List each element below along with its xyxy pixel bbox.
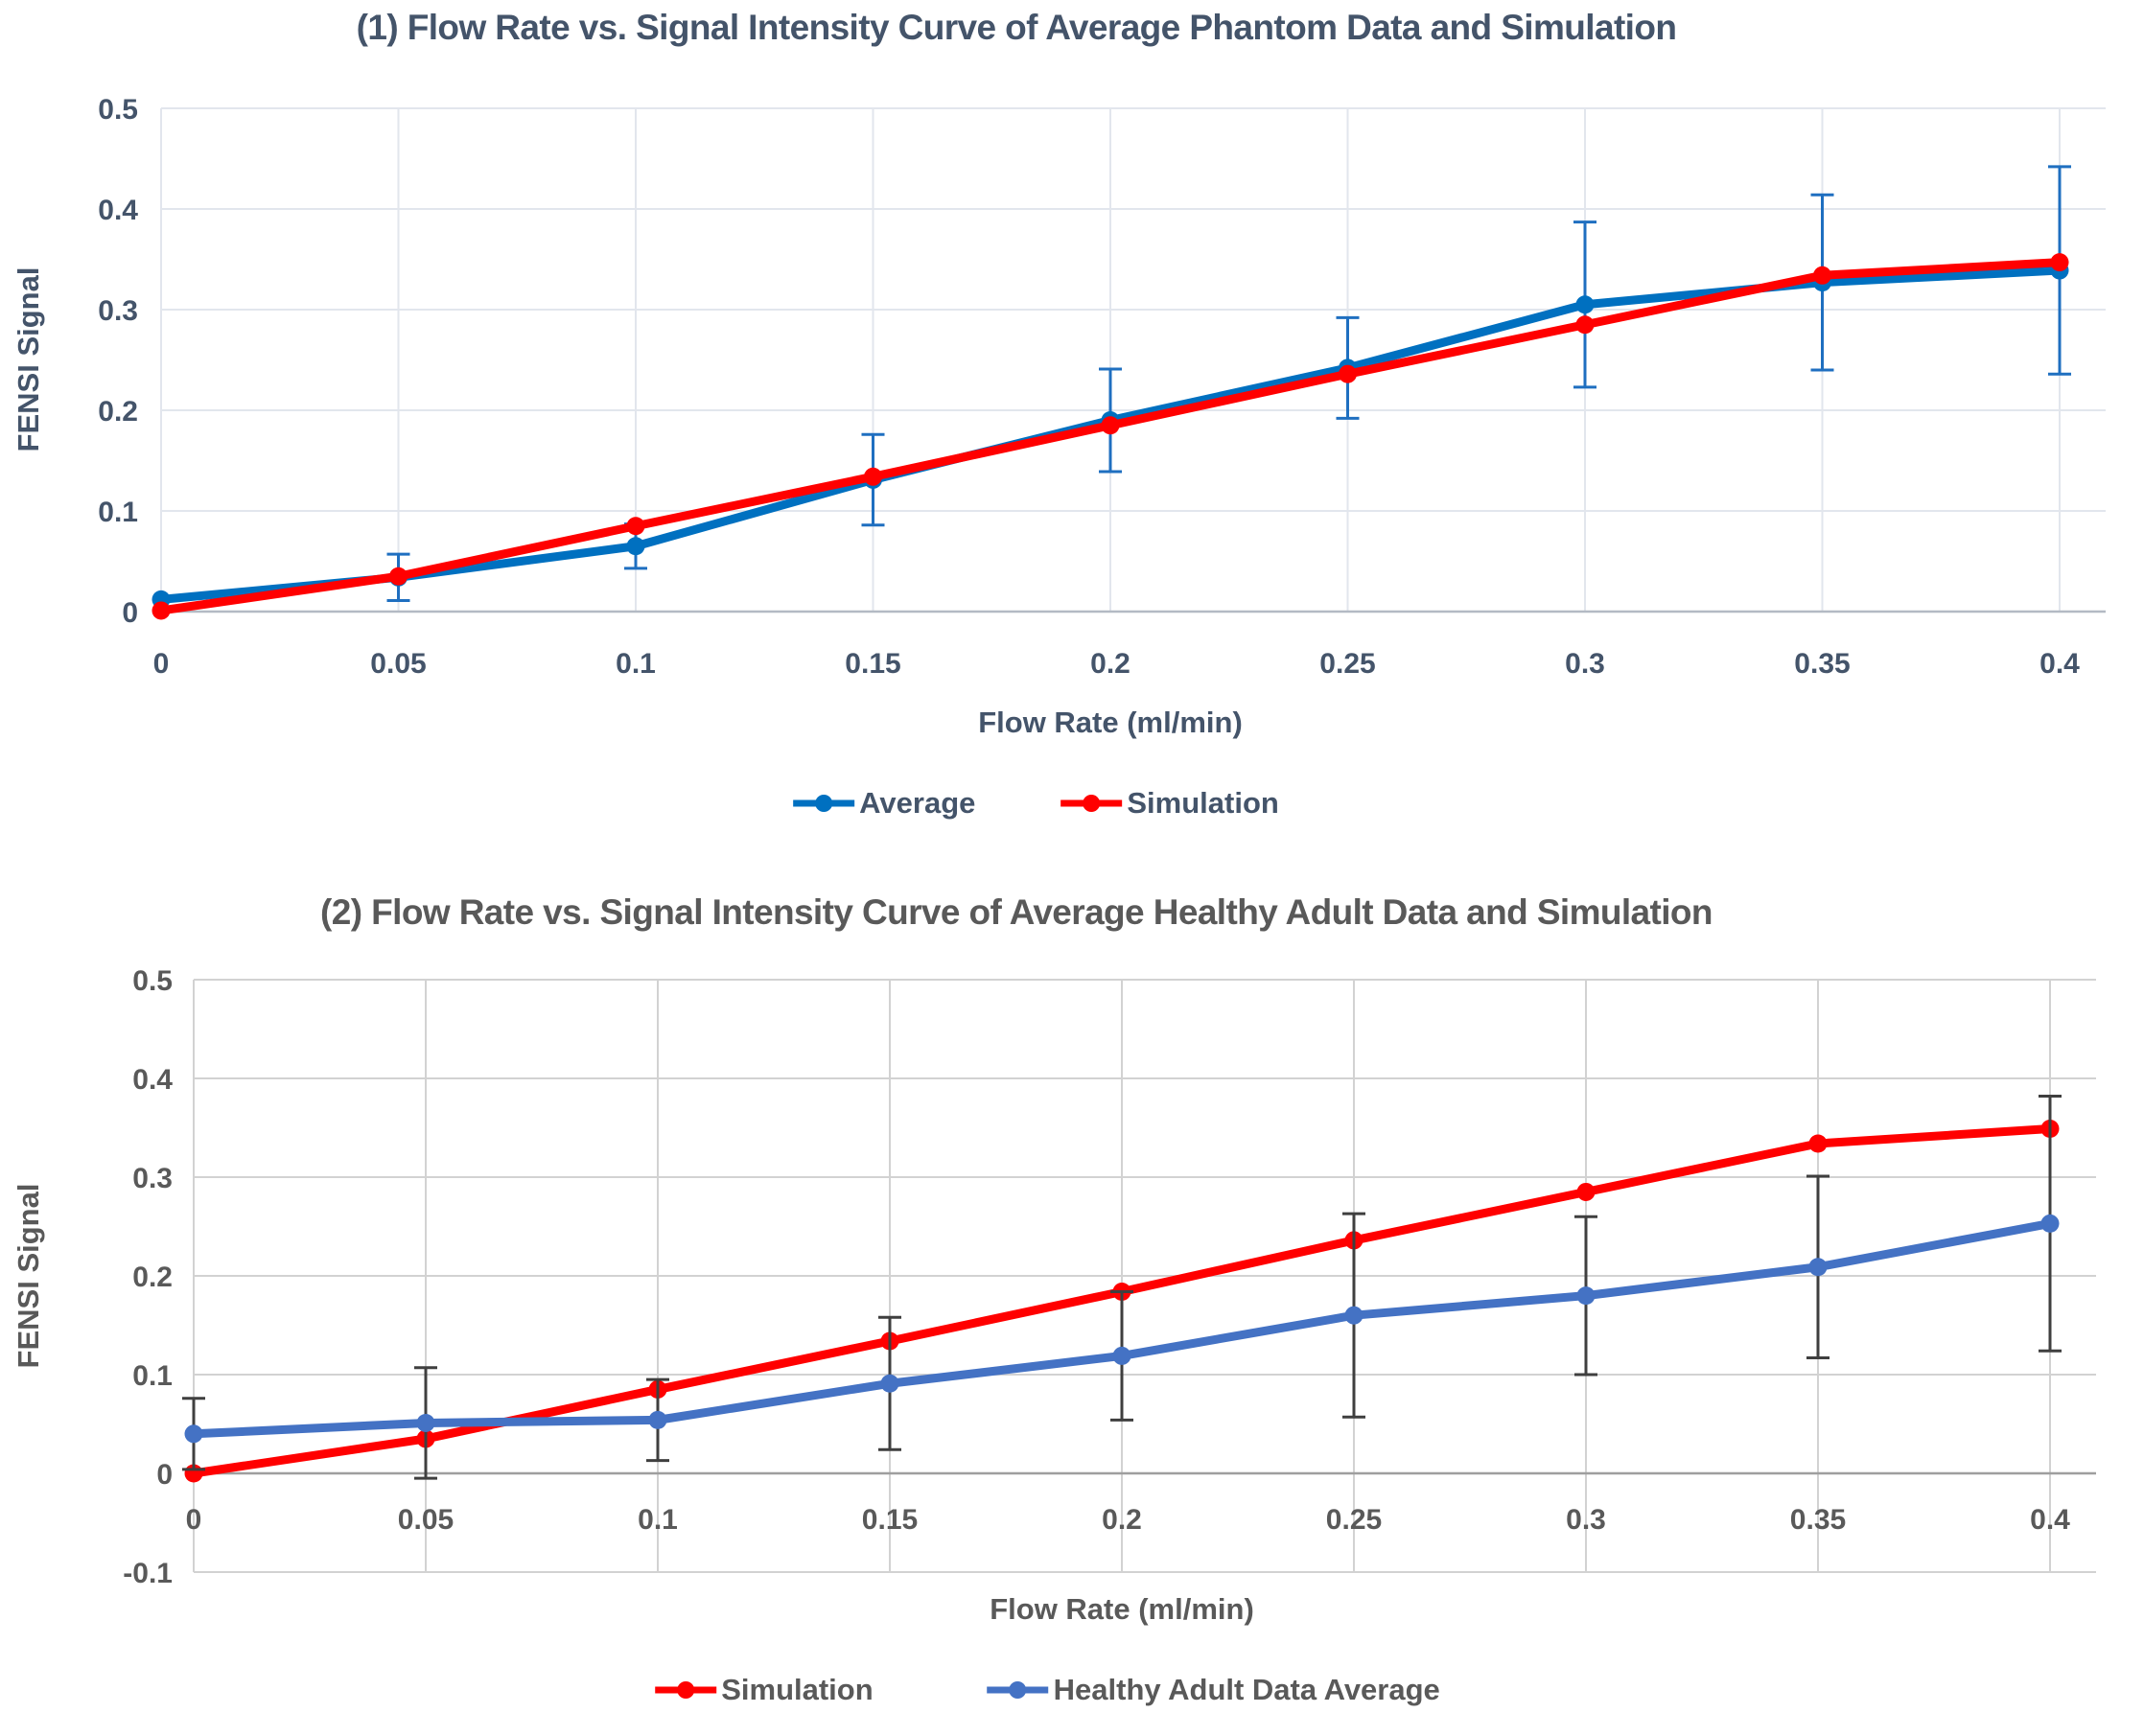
y-tick-label: 0.2	[132, 1261, 173, 1293]
data-point-marker	[2050, 253, 2069, 272]
data-point-marker	[1576, 1286, 1596, 1306]
x-tick-label: 0.2	[1102, 1504, 1142, 1536]
simulation-line-marker-icon	[1060, 795, 1123, 812]
x-tick-label: 0.2	[1090, 648, 1130, 680]
y-tick-label: 0.4	[132, 1064, 173, 1096]
data-point-marker	[1101, 416, 1120, 435]
data-point-marker	[184, 1424, 203, 1444]
chart2-y-axis-title: FENSI Signal	[12, 1183, 45, 1369]
legend-item-average: Average	[792, 786, 975, 821]
x-tick-label: 0.15	[862, 1504, 918, 1536]
x-tick-label: 0.1	[638, 1504, 678, 1536]
chart1-title: (1) Flow Rate vs. Signal Intensity Curve…	[356, 8, 1677, 47]
chart2-plot-area: -0.1 0 0.1 0.2 0.3 0.4 0.5 0 0.05 0.1 0.15 0.2 0.25 0…	[123, 965, 2096, 1589]
legend-label-simulation-2: Simulation	[721, 1673, 874, 1706]
y-tick-label: -0.1	[123, 1558, 173, 1589]
data-point-marker	[2040, 1214, 2060, 1233]
x-tick-label: 0.25	[1319, 648, 1375, 680]
x-tick-label: 0.25	[1326, 1504, 1382, 1536]
data-point-marker	[626, 537, 645, 556]
chart2-x-axis-title: Flow Rate (ml/min)	[990, 1592, 1254, 1626]
x-tick-label: 0	[153, 648, 170, 680]
y-tick-label: 0	[122, 597, 138, 629]
legend-label-healthy-adult: Healthy Adult Data Average	[1053, 1673, 1440, 1706]
data-point-marker	[648, 1410, 667, 1429]
data-point-marker	[1339, 364, 1357, 383]
legend-item-healthy-adult: Healthy Adult Data Average	[987, 1673, 1440, 1707]
data-point-marker	[1575, 315, 1595, 335]
data-point-marker	[1344, 1306, 1363, 1325]
data-point-marker	[1808, 1258, 1828, 1277]
y-tick-label: 0.1	[132, 1360, 173, 1392]
chart1-legend: Average Simulation	[792, 786, 1279, 821]
legend-item-simulation-1: Simulation	[1060, 786, 1279, 821]
simulation-line-marker-icon	[655, 1681, 717, 1699]
y-tick-label: 0.5	[132, 965, 173, 997]
data-point-marker	[1808, 1134, 1828, 1153]
legend-item-simulation-2: Simulation	[654, 1673, 874, 1707]
data-point-marker	[1575, 295, 1595, 314]
x-tick-label: 0.15	[845, 648, 900, 680]
data-point-marker	[1112, 1346, 1131, 1365]
x-tick-label: 0.3	[1565, 648, 1605, 680]
x-tick-label: 0.35	[1790, 1504, 1846, 1536]
data-point-marker	[151, 601, 171, 620]
data-point-marker	[389, 567, 408, 586]
x-tick-label: 0.05	[370, 648, 426, 680]
legend-label-simulation-1: Simulation	[1127, 786, 1279, 820]
y-tick-label: 0.3	[132, 1163, 173, 1194]
y-tick-label: 0.2	[98, 396, 138, 428]
healthy-adult-chart: (2) Flow Rate vs. Signal Intensity Curve…	[0, 868, 2144, 1736]
data-point-marker	[1576, 1182, 1596, 1201]
y-tick-label: 0.4	[98, 195, 138, 226]
data-point-marker	[416, 1413, 435, 1432]
legend-label-average: Average	[859, 786, 976, 820]
y-tick-label: 0.5	[98, 94, 138, 126]
y-tick-label: 0	[156, 1459, 173, 1491]
data-point-marker	[626, 517, 645, 536]
x-tick-label: 0.05	[398, 1504, 454, 1536]
x-tick-label: 0.4	[2030, 1504, 2070, 1536]
chart1-x-axis-title: Flow Rate (ml/min)	[978, 706, 1243, 739]
x-tick-label: 0.4	[2039, 648, 2080, 680]
healthy-adult-line-marker-icon	[987, 1681, 1049, 1699]
phantom-chart: (1) Flow Rate vs. Signal Intensity Curve…	[12, 8, 2106, 821]
x-tick-label: 0.35	[1794, 648, 1850, 680]
chart2-legend: Simulation Healthy Adult Data Average	[654, 1673, 1440, 1707]
data-point-marker	[880, 1374, 899, 1393]
chart2-title: (2) Flow Rate vs. Signal Intensity Curve…	[320, 892, 1713, 932]
chart1-plot-area: 0 0.1 0.2 0.3 0.4 0.5 0 0.05 0.1 0.15 0.2 0.25 0.3 0.…	[98, 94, 2106, 680]
x-tick-label: 0	[186, 1504, 202, 1536]
x-tick-label: 0.3	[1566, 1504, 1606, 1536]
data-point-marker	[864, 467, 882, 486]
x-tick-label: 0.1	[616, 648, 656, 680]
y-tick-label: 0.3	[98, 295, 138, 327]
data-point-marker	[1813, 266, 1831, 285]
average-line-marker-icon	[793, 795, 855, 812]
chart1-y-axis-title: FENSI Signal	[12, 266, 45, 452]
y-tick-label: 0.1	[98, 497, 138, 528]
